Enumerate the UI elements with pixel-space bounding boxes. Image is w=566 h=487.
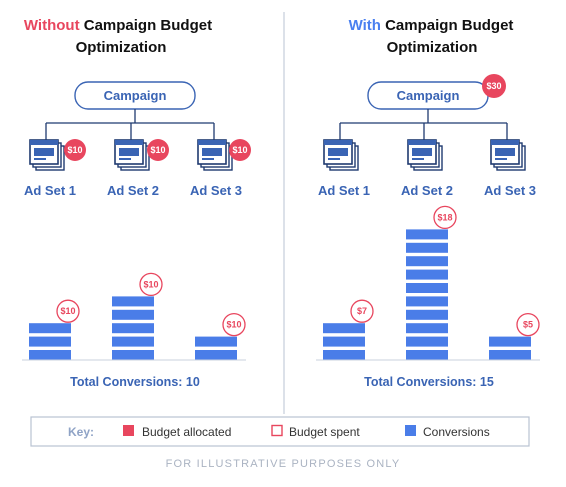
total-conversions: Total Conversions: 10 (70, 375, 200, 389)
budget-spent-badge (56, 299, 80, 323)
budget-spent-badge (516, 312, 540, 337)
campaign-label: Campaign (104, 88, 167, 103)
conversion-segment (406, 269, 448, 280)
title-highlight: With (349, 17, 381, 34)
conversion-segment (323, 336, 365, 347)
conversion-segment (406, 336, 448, 347)
conversion-segment (112, 323, 154, 334)
conversion-segment (406, 242, 448, 253)
legend-label: Budget spent (289, 425, 360, 439)
conversion-segment (112, 296, 154, 307)
ad-set-label: Ad Set 2 (401, 183, 453, 198)
budget-spent-value: $7 (357, 306, 367, 316)
conversion-segment (406, 296, 448, 307)
conversion-segment (112, 336, 154, 347)
legend-heading: Key: (68, 425, 94, 439)
budget-allocated-badge (64, 139, 86, 161)
total-conversions: Total Conversions: 15 (364, 375, 494, 389)
conversion-segment (29, 323, 71, 334)
ad-set-3-icon (490, 139, 526, 171)
panel-with-cbo: With Campaign Budget Optimization Campai… (316, 17, 540, 389)
legend-swatch-budget-spent (271, 424, 283, 437)
campaign-label: Campaign (397, 88, 460, 103)
ad-set-2-icon (114, 139, 150, 171)
conversion-segment (406, 256, 448, 267)
conversion-segment (323, 350, 365, 360)
budget-spent-badge (222, 312, 246, 337)
panel-title-line2: Optimization (76, 39, 167, 56)
ad-set-1-icon (323, 139, 359, 171)
title-highlight: Without (24, 17, 80, 34)
title-rest: Campaign Budget (385, 17, 513, 34)
budget-spent-value: $5 (523, 320, 533, 330)
budget-spent-value: $18 (437, 212, 452, 222)
budget-allocated-value: $10 (150, 145, 165, 155)
panel-title-line1: Without Campaign Budget (24, 17, 212, 34)
panel-title-line2: Optimization (387, 39, 478, 56)
budget-allocated-value: $30 (486, 81, 501, 91)
conversion-segment (29, 350, 71, 360)
budget-spent-badge (433, 205, 457, 230)
conversion-segment (406, 283, 448, 293)
conversion-segment (195, 336, 237, 347)
conversion-segment (112, 350, 154, 360)
budget-allocated-badge (147, 139, 169, 161)
ad-set-label: Ad Set 2 (107, 183, 159, 198)
conversion-segment (112, 309, 154, 320)
conversion-segment (489, 350, 531, 360)
legend-label: Budget allocated (142, 425, 231, 439)
ad-set-3-icon (197, 139, 233, 171)
conversion-segment (323, 323, 365, 334)
budget-allocated-badge (229, 139, 251, 161)
tree-connectors (45, 109, 215, 140)
conversion-segment (29, 336, 71, 347)
conversion-segment (406, 309, 448, 320)
budget-spent-value: $10 (143, 279, 158, 289)
conversion-segment (195, 350, 237, 360)
footer-disclaimer: FOR ILLUSTRATIVE PURPOSES ONLY (166, 458, 401, 470)
conversion-bars: $7 $18 $5 (323, 205, 540, 360)
budget-spent-badge (139, 272, 163, 297)
ad-set-label: Ad Set 1 (24, 183, 76, 198)
budget-spent-value: $10 (226, 320, 241, 330)
legend-key: Key: Budget allocated Budget spent Conve… (30, 416, 530, 447)
budget-spent-badge (350, 299, 374, 323)
legend-label: Conversions (423, 425, 490, 439)
budget-allocated-value: $10 (67, 145, 82, 155)
title-rest: Campaign Budget (84, 17, 212, 34)
conversion-segment (406, 350, 448, 360)
legend-swatch-budget-allocated (123, 425, 134, 436)
tree-connectors (339, 109, 508, 140)
budget-allocated-value: $10 (232, 145, 247, 155)
conversion-bars: $10 $10 $10 (29, 272, 246, 360)
conversion-segment (406, 229, 448, 240)
ad-set-label: Ad Set 3 (190, 183, 242, 198)
budget-spent-value: $10 (60, 306, 75, 316)
ad-set-label: Ad Set 1 (318, 183, 370, 198)
budget-allocated-badge (482, 74, 506, 98)
panel-without-cbo: Without Campaign Budget Optimization Cam… (22, 17, 251, 389)
ad-set-label: Ad Set 3 (484, 183, 536, 198)
panel-title-line1: With Campaign Budget (349, 17, 514, 34)
ad-set-2-icon (407, 139, 443, 171)
conversion-segment (406, 323, 448, 334)
conversion-segment (489, 336, 531, 347)
ad-set-1-icon (29, 139, 65, 171)
legend-swatch-conversions (405, 425, 416, 436)
